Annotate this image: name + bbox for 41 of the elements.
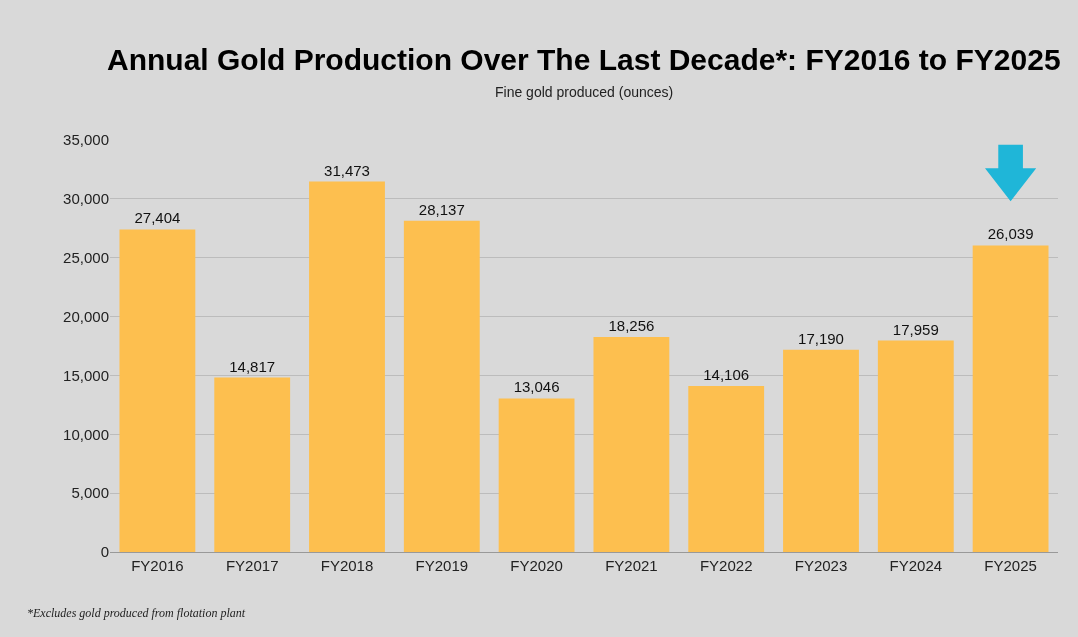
data-label: 27,404	[134, 209, 181, 227]
data-label: 28,137	[418, 200, 465, 218]
x-tick-label: FY2017	[225, 557, 279, 574]
y-tick-label: 5,000	[71, 484, 109, 502]
y-tick-label: 15,000	[63, 366, 109, 384]
data-label: 14,817	[229, 357, 276, 375]
data-label: 17,959	[892, 320, 939, 338]
data-label: 17,190	[798, 329, 844, 347]
bar	[972, 245, 1049, 552]
x-tick-label: FY2016	[131, 557, 184, 574]
data-label: 14,106	[703, 365, 750, 383]
x-tick-label: FY2021	[605, 557, 658, 574]
bar	[214, 377, 291, 552]
y-tick-label: 35,000	[63, 131, 109, 149]
bar	[783, 349, 859, 552]
bar	[309, 181, 385, 552]
x-tick-label: FY2024	[889, 557, 943, 574]
bar	[877, 340, 954, 552]
y-tick-label: 30,000	[63, 190, 109, 208]
bar	[593, 337, 670, 552]
x-tick-label: FY2022	[699, 557, 753, 574]
data-label: 31,473	[324, 161, 370, 179]
chart-subtitle: Fine gold produced (ounces)	[495, 84, 674, 100]
data-label: 26,039	[987, 225, 1034, 243]
x-tick-label: FY2023	[794, 557, 848, 574]
x-tick-label: FY2018	[320, 557, 374, 574]
x-tick-label: FY2020	[510, 557, 563, 574]
data-label: 13,046	[513, 378, 560, 396]
y-tick-label: 20,000	[63, 307, 109, 325]
bar	[688, 385, 765, 552]
y-tick-label: 10,000	[63, 425, 109, 443]
bar	[119, 229, 196, 552]
chart-title: Annual Gold Production Over The Last Decade*: FY2016 to FY2025	[107, 43, 1061, 76]
data-label: 18,256	[608, 317, 655, 335]
x-tick-label: FY2019	[415, 557, 469, 574]
y-tick-label: 0	[100, 543, 109, 561]
bar	[403, 220, 480, 552]
bar	[498, 398, 575, 552]
text: *Excludes gold produced from flotation plant	[27, 606, 246, 620]
y-tick-label: 25,000	[63, 248, 109, 266]
x-tick-label: FY2025	[984, 557, 1037, 574]
